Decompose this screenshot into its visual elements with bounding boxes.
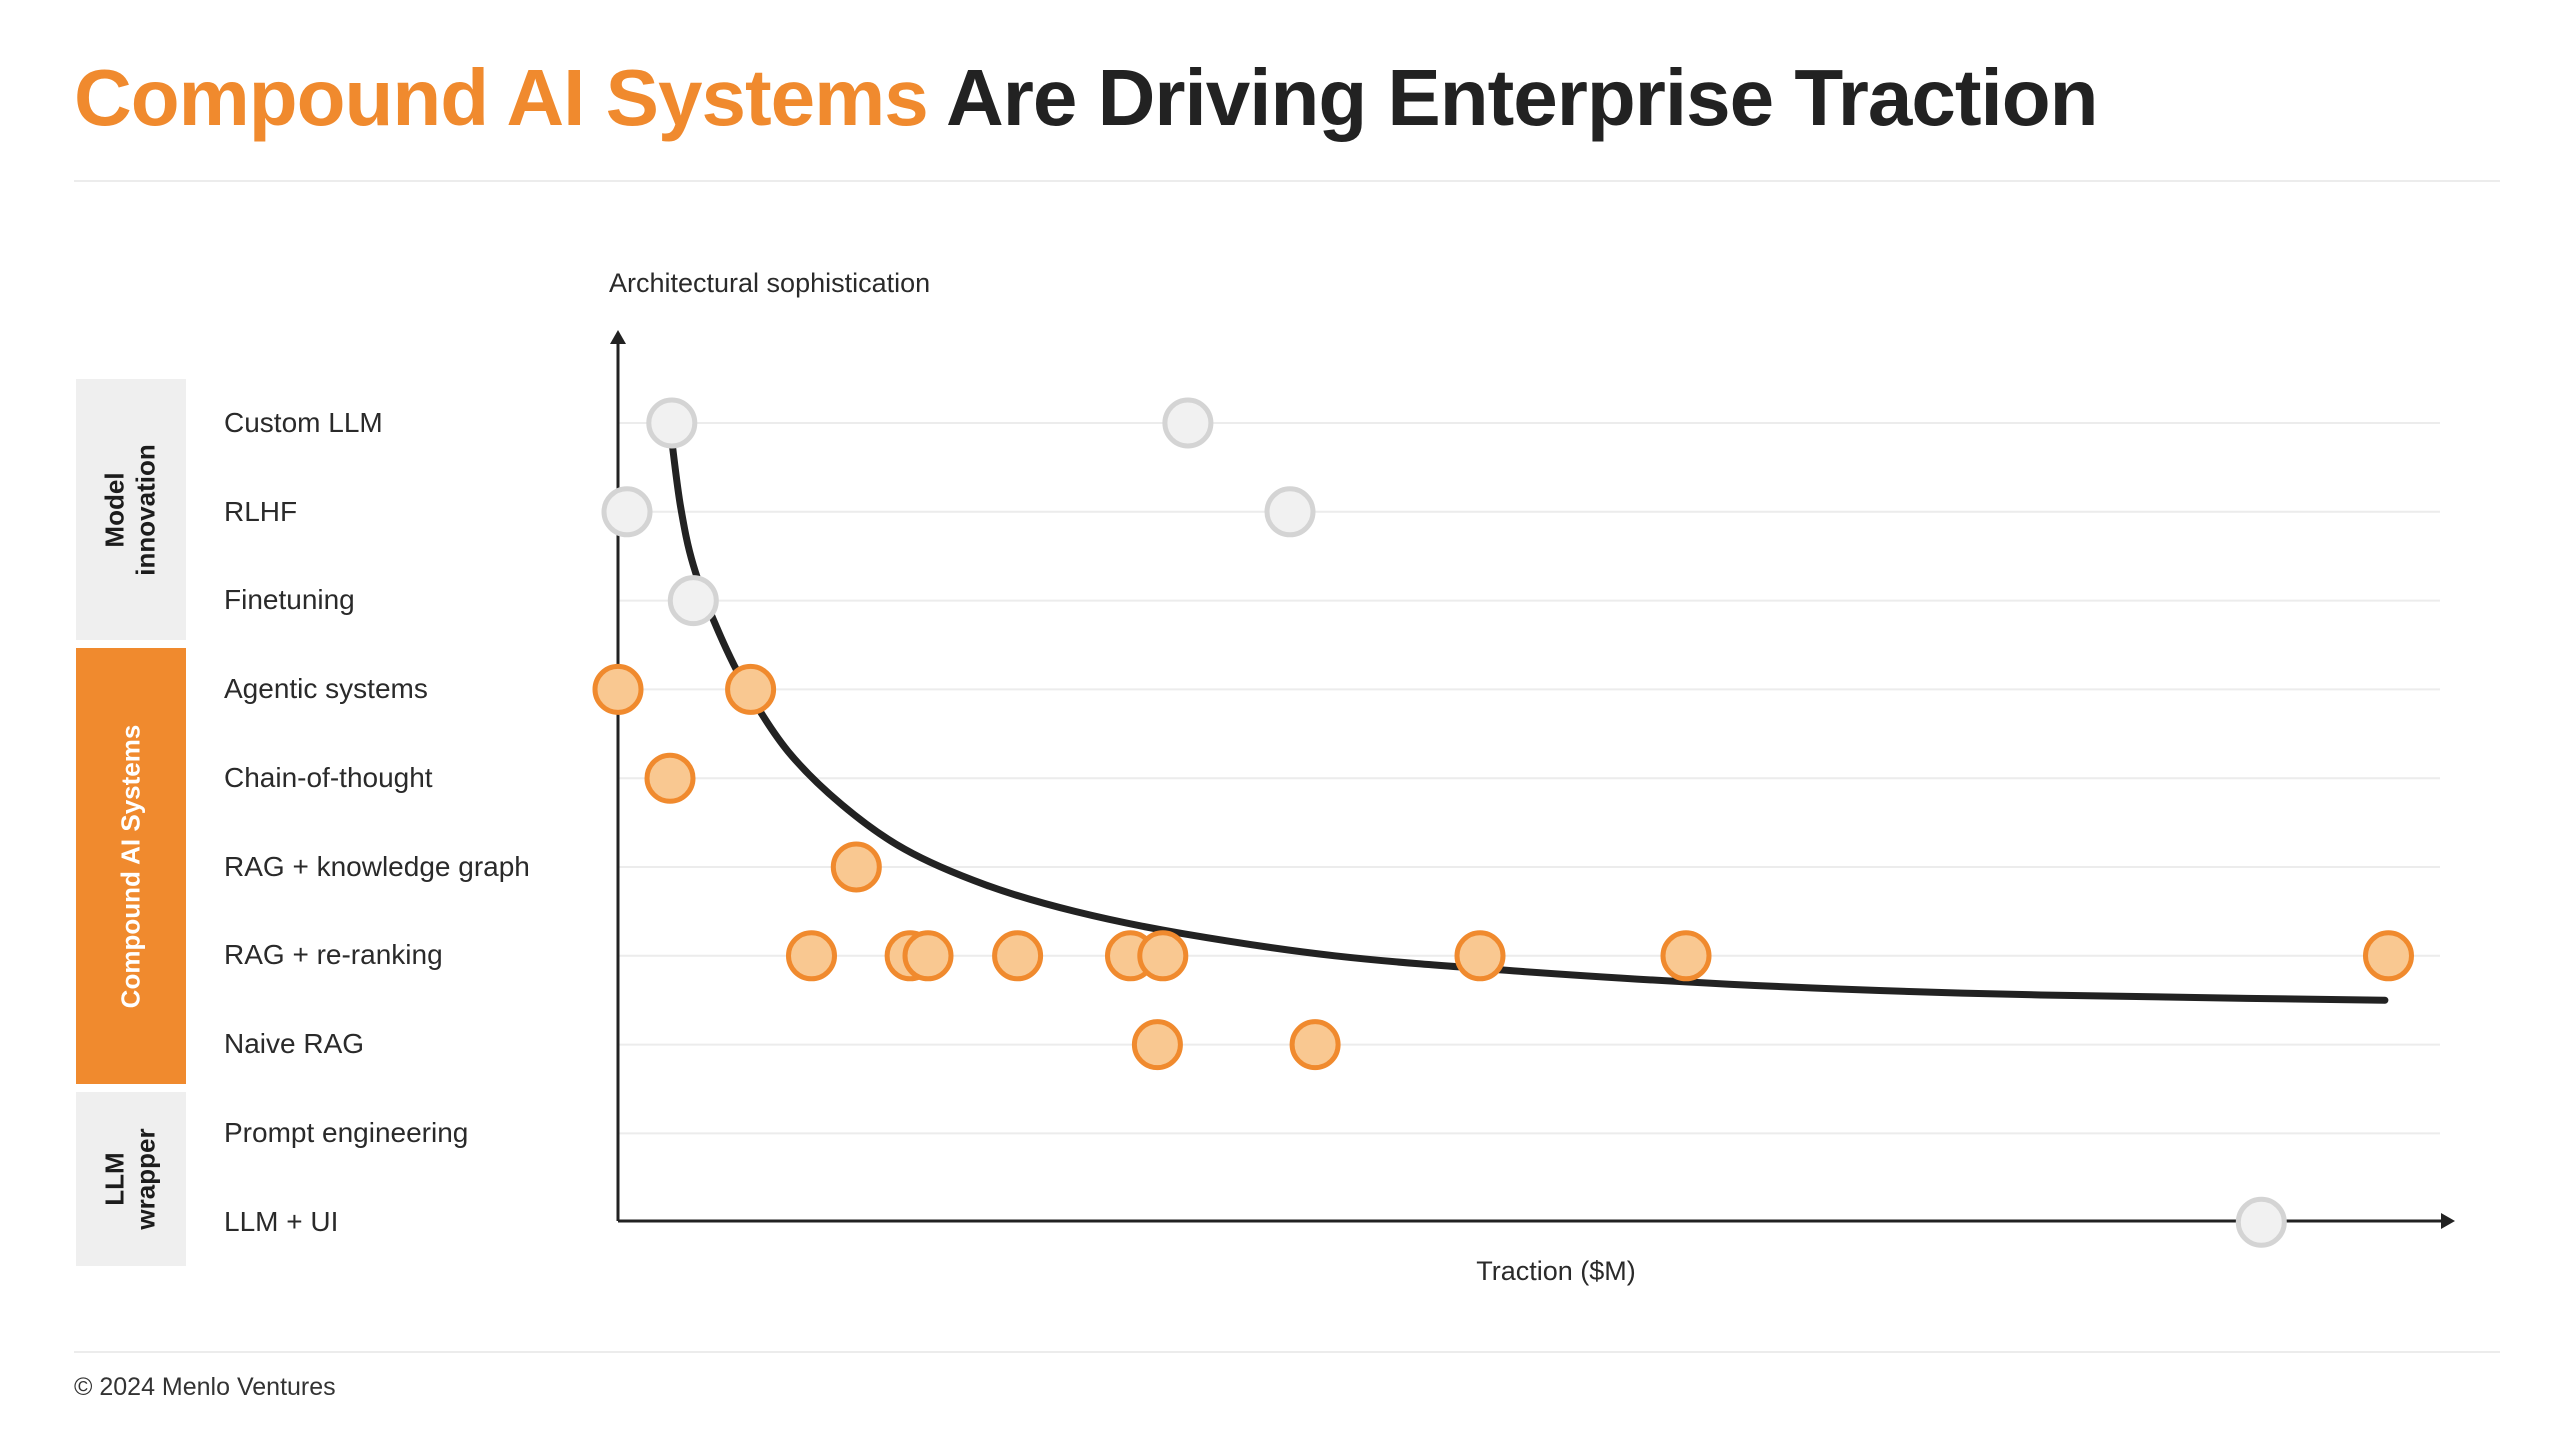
y-axis-arrow — [610, 330, 626, 344]
data-point-compound — [1454, 930, 1506, 982]
data-point-grey — [601, 486, 653, 538]
y-category-label: Chain-of-thought — [224, 762, 433, 793]
data-point-compound — [786, 930, 837, 982]
data-point-grey — [667, 575, 719, 627]
y-category-label: RLHF — [224, 496, 298, 527]
x-axis-title: Traction ($M) — [1476, 1256, 1636, 1286]
y-category-label: Prompt engineering — [224, 1117, 469, 1148]
data-point-grey — [1162, 397, 1214, 449]
y-category-label: Agentic systems — [224, 673, 428, 704]
data-point-compound — [1137, 930, 1189, 982]
data-point-compound — [592, 663, 644, 715]
x-axis-arrow — [2441, 1213, 2455, 1229]
data-points — [592, 397, 2414, 1248]
title-highlight: Compound AI Systems — [74, 53, 929, 142]
slide-title: Compound AI Systems Are Driving Enterpri… — [74, 52, 2099, 144]
data-point-compound — [1660, 930, 1712, 982]
trend-curve-layer — [668, 437, 2389, 1004]
data-point-compound — [725, 663, 777, 715]
y-category-label: Finetuning — [224, 584, 355, 615]
trend-curve — [668, 437, 2389, 1004]
data-point-compound — [902, 930, 954, 982]
title-rest: Are Driving Enterprise Traction — [945, 53, 2099, 142]
data-point-compound — [644, 752, 696, 804]
y-category-label: Naive RAG — [224, 1028, 365, 1059]
data-point-grey — [1264, 486, 1316, 538]
y-axis-title: Architectural sophistication — [609, 268, 931, 298]
data-point-compound — [992, 930, 1044, 982]
y-category-label: RAG + re-ranking — [224, 939, 443, 970]
data-point-compound — [830, 841, 882, 893]
data-point-compound — [2363, 930, 2414, 982]
footer-copyright: © 2024 Menlo Ventures — [74, 1373, 336, 1401]
group-model-innovation: Model innovation — [76, 379, 186, 640]
group-compound-ai-systems: Compound AI Systems — [76, 648, 186, 1084]
y-category-label: RAG + knowledge graph — [224, 851, 530, 882]
title-divider — [74, 180, 2500, 182]
y-category-label: Custom LLM — [224, 407, 383, 438]
y-category-label: LLM + UI — [224, 1206, 339, 1237]
data-point-compound — [1289, 1019, 1341, 1071]
axes — [610, 330, 2455, 1229]
data-point-grey — [646, 397, 698, 449]
footer-divider — [74, 1351, 2500, 1353]
group-llm-wrapper: LLM wrapper — [76, 1092, 186, 1266]
gridlines — [618, 422, 2440, 1135]
data-point-compound — [1131, 1019, 1183, 1071]
data-point-grey — [2235, 1196, 2287, 1248]
